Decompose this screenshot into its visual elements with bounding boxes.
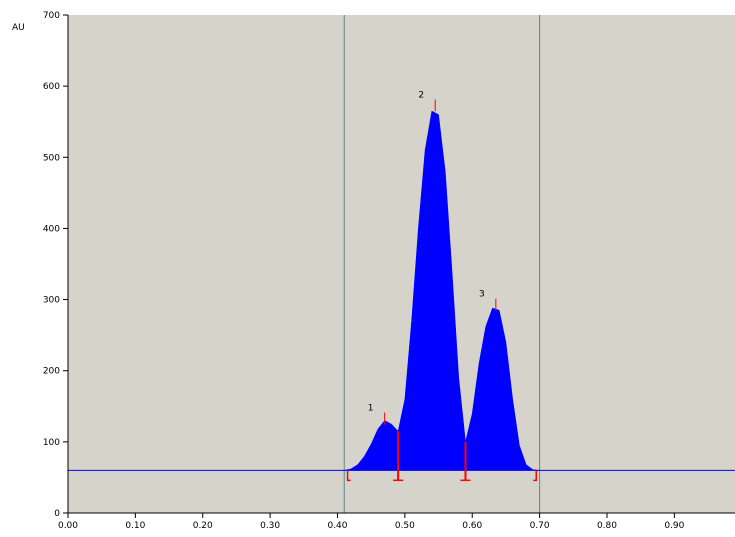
y-axis-label: AU bbox=[12, 23, 25, 33]
x-tick-label: 0.30 bbox=[260, 521, 280, 531]
chart: AU 1 2 3 0 100 200 300 400 500 600 700 0.00 0.10 0.20… bbox=[0, 0, 735, 537]
x-tick-label: 0.90 bbox=[664, 521, 684, 531]
y-tick-label: 600 bbox=[43, 82, 60, 92]
x-tick-label: 0.60 bbox=[462, 521, 482, 531]
y-tick-label: 700 bbox=[43, 11, 60, 21]
peak-label: 3 bbox=[479, 290, 485, 300]
x-tick-label: 0.40 bbox=[327, 521, 347, 531]
y-tick-label: 400 bbox=[43, 224, 60, 234]
x-tick-label: 0.00 bbox=[58, 521, 78, 531]
x-tick-label: 0.20 bbox=[193, 521, 213, 531]
y-tick-label: 300 bbox=[43, 296, 60, 306]
y-tick-label: 100 bbox=[43, 438, 60, 448]
peak-label: 1 bbox=[368, 404, 374, 414]
peak-label: 2 bbox=[418, 90, 424, 100]
y-tick-label: 200 bbox=[43, 367, 60, 377]
x-tick-label: 0.80 bbox=[597, 521, 617, 531]
y-tick-label: 0 bbox=[54, 509, 60, 519]
x-tick-label: 0.10 bbox=[125, 521, 145, 531]
y-tick-label: 500 bbox=[43, 153, 60, 163]
x-tick-label: 0.50 bbox=[395, 521, 415, 531]
x-tick-label: 0.70 bbox=[530, 521, 550, 531]
